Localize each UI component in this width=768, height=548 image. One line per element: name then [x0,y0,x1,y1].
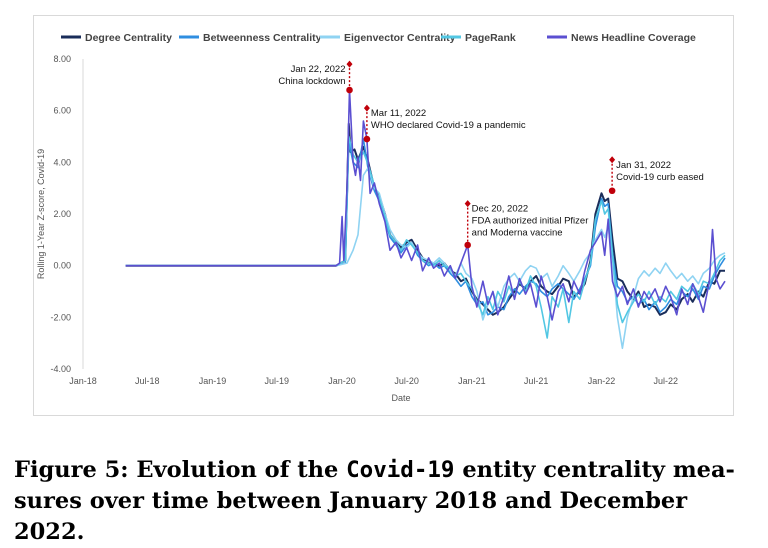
annotation-diamond-marker [346,60,353,68]
series-line [125,89,726,321]
x-tick-label: Jul-20 [394,376,419,386]
y-tick-label: -2.00 [50,312,71,322]
caption-prefix: Figure 5: Evolution of the [14,457,347,483]
x-tick-label: Jul-22 [653,376,678,386]
legend-label: PageRank [465,32,516,44]
annotation-text: Dec 20, 2022 [472,204,529,215]
annotation-text: WHO declared Covid-19 a pandemic [371,120,526,131]
annotation-text: Jan 31, 2022 [616,160,671,171]
annotation-point-marker [363,135,371,143]
x-tick-label: Jan-18 [69,376,97,386]
caption-line2: sures over time between January 2018 and… [14,488,688,545]
legend-label: Degree Centrality [85,32,172,44]
annotation-point-marker [608,187,616,195]
legend-label: Betweenness Centrality [203,32,322,44]
annotation-diamond-marker [609,156,616,164]
annotation-point-marker [346,86,353,94]
x-axis-title: Date [391,393,410,403]
annotation-text: and Moderna vaccine [472,228,563,239]
legend-label: Eigenvector Centrality [344,32,456,44]
x-tick-label: Jan-20 [328,376,356,386]
y-tick-label: 4.00 [53,157,71,167]
y-tick-label: 8.00 [53,54,71,64]
annotation-text: China lockdown [278,76,345,87]
y-tick-label: 6.00 [53,106,71,116]
x-tick-label: Jan-19 [199,376,227,386]
series-line [125,166,726,350]
caption-line1-rest: entity centrality mea- [454,457,735,483]
annotation-point-marker [464,241,471,249]
annotation-text: Jan 22, 2022 [291,64,346,75]
figure-caption: Figure 5: Evolution of the Covid-19 enti… [14,455,759,548]
annotation-diamond-marker [363,104,370,112]
series-line [125,122,725,316]
annotation-text: Mar 11, 2022 [371,108,426,119]
x-tick-label: Jul-21 [524,376,549,386]
y-tick-label: 2.00 [53,209,71,219]
x-tick-label: Jul-18 [135,376,160,386]
y-tick-label: 0.00 [53,261,71,271]
annotation-text: Covid-19 curb eased [616,172,704,183]
annotation-diamond-marker [464,200,471,208]
y-tick-label: -4.00 [50,364,71,374]
line-chart: 8.00 6.00 4.00 2.00 0.00 -2.00 -4.00 Jan-18 Jul-… [36,32,726,403]
x-tick-label: Jan-22 [588,376,616,386]
y-axis-title: Rolling 1-Year Z-score, Covid-19 [36,149,46,279]
x-tick-label: Jul-19 [265,376,290,386]
chart-frame: 8.00 6.00 4.00 2.00 0.00 -2.00 -4.00 Jan-18 Jul-… [33,15,734,416]
caption-entity: Covid-19 [346,457,455,483]
legend-label: News Headline Coverage [571,32,696,44]
x-tick-label: Jan-21 [458,376,486,386]
annotation-text: FDA authorized initial Pfizer [472,216,589,227]
